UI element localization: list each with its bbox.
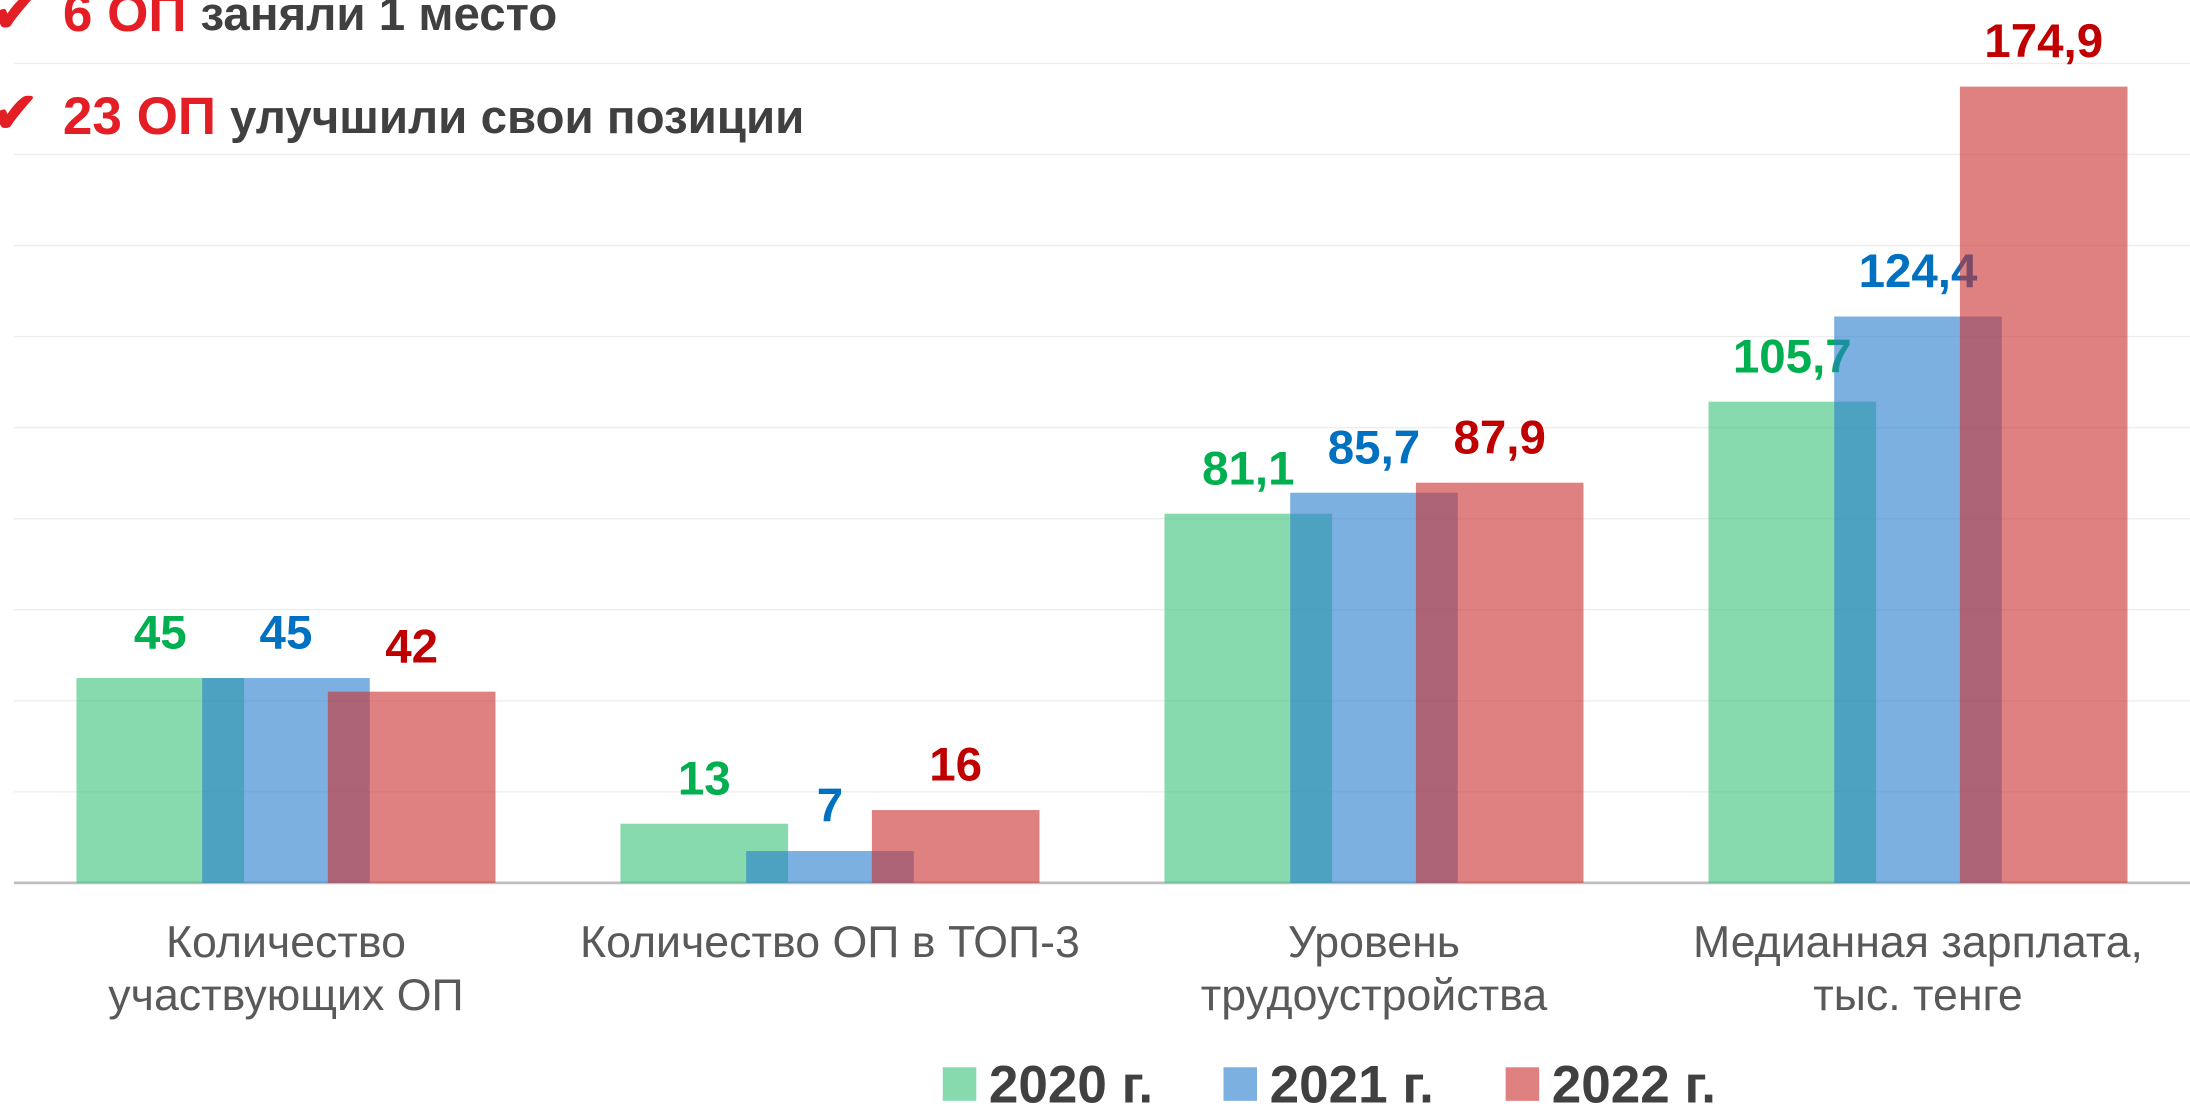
value-label: 124,4 [1859,245,1978,298]
value-label: 45 [260,607,313,660]
legend-swatch [1505,1067,1540,1101]
bar [1959,86,2128,883]
check-icon: ✔ [0,81,38,144]
value-label: 13 [678,752,731,805]
value-label: 16 [929,739,982,792]
check-icon: ✔ [0,0,38,44]
x-tick-label-box: Уровень трудоустройства [1200,916,1548,1020]
legend-label: 2020 г. [989,1055,1153,1112]
value-label: 7 [817,780,843,833]
x-tick-label: Количество ОП в ТОП-3 [580,916,1080,967]
x-tick-label: Количество участвующих ОП [108,916,464,1020]
annotation-text: улучшили свои позиции [230,91,804,144]
annotation-highlight: 23 ОП [63,87,216,146]
value-label: 85,7 [1328,421,1420,474]
annotation-text: заняли 1 место [200,0,557,40]
annotation: 6 ОП заняли 1 место [63,0,557,43]
legend-label: 2022 г. [1552,1055,1716,1112]
value-label: 42 [385,620,438,673]
x-tick-label: Уровень трудоустройства [1200,916,1548,1020]
x-tick-label-box: Количество участвующих ОП [108,916,464,1020]
legend-swatch [942,1067,977,1101]
x-tick-label-box: Количество ОП в ТОП-3 [580,916,1080,967]
value-label: 81,1 [1202,442,1294,495]
value-label: 45 [134,607,187,660]
bar [1415,482,1584,883]
legend-label: 2021 г. [1270,1055,1434,1112]
legend-swatch [1223,1067,1258,1101]
value-label: 105,7 [1733,330,1852,383]
annotation-highlight: 6 ОП [63,0,187,43]
x-tick-label: Медианная зарплата, тыс. тенге [1693,916,2143,1020]
x-tick-label-box: Медианная зарплата, тыс. тенге [1693,916,2143,1020]
value-label: 87,9 [1453,411,1545,464]
annotation: 23 ОП улучшили свои позиции [63,87,804,146]
bar [871,810,1040,883]
value-label: 174,9 [1984,15,2103,68]
bar [327,691,496,883]
